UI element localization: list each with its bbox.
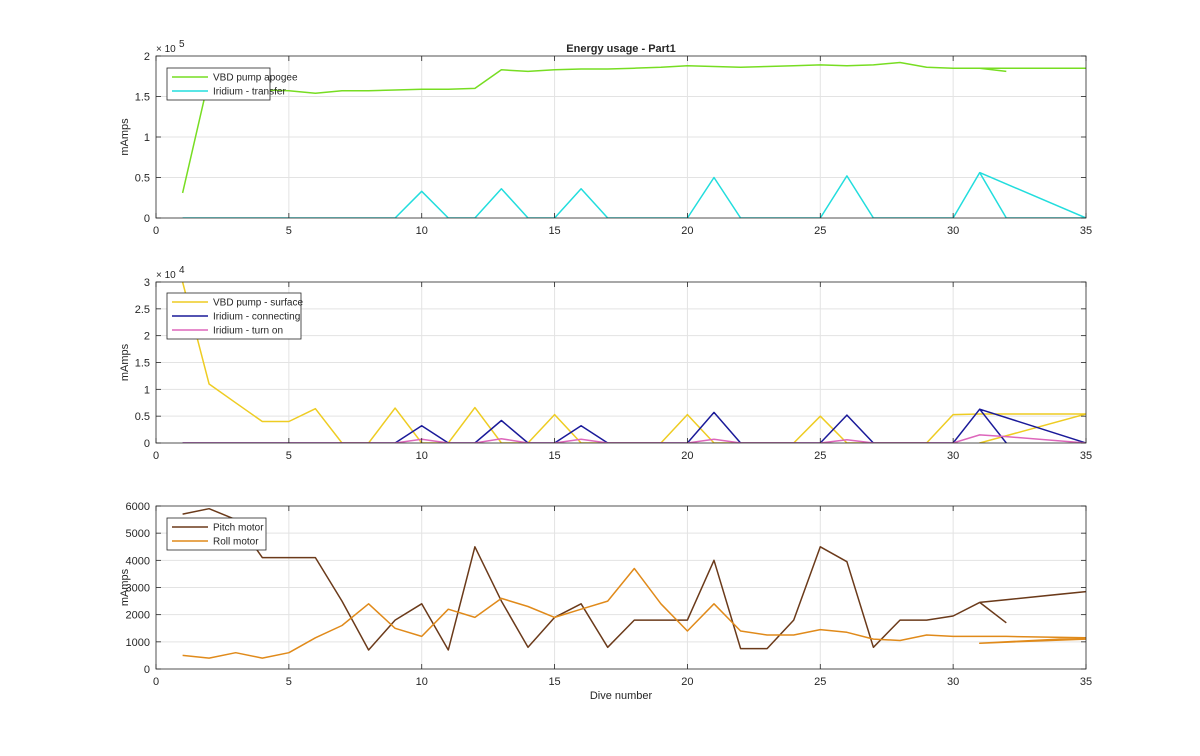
x-tick-label: 20 — [681, 676, 693, 688]
x-tick-label: 20 — [681, 225, 693, 237]
y-tick-label: 0.5 — [135, 411, 150, 423]
x-tick-label: 10 — [416, 225, 428, 237]
y-tick-label: 3 — [144, 277, 150, 289]
y-tick-label: 1 — [144, 384, 150, 396]
x-tick-label: 30 — [947, 676, 959, 688]
y-exponent-power: 4 — [179, 265, 185, 276]
series-line-2-extra — [979, 171, 1086, 218]
x-tick-label: 5 — [286, 676, 292, 688]
x-tick-label: 10 — [416, 450, 428, 462]
series-group — [181, 61, 1086, 218]
legend-label-2: Iridium - transfer — [213, 87, 286, 98]
series-group — [182, 507, 1086, 659]
y-tick-label: 2.5 — [135, 304, 150, 316]
x-tick-label: 35 — [1080, 450, 1092, 462]
y-tick-label: 5000 — [126, 528, 150, 540]
y-tick-label: 3000 — [126, 583, 150, 595]
y-tick-label: 0 — [144, 664, 150, 676]
y-tick-label: 1000 — [126, 637, 150, 649]
x-tick-label: 25 — [814, 450, 826, 462]
y-tick-label: 0 — [144, 438, 150, 450]
y-tick-label: 1.5 — [135, 92, 150, 104]
y-axis-label: mAmps — [119, 568, 131, 606]
legend-label-3: Iridium - turn on — [213, 326, 283, 337]
legend: Pitch motor Roll motor — [166, 517, 267, 551]
series-line-1 — [181, 61, 1086, 194]
x-tick-label: 15 — [548, 225, 560, 237]
x-tick-label: 5 — [286, 225, 292, 237]
legend: VBD pump - surface Iridium - connecting Ir… — [166, 292, 303, 340]
y-tick-label: 2 — [144, 51, 150, 63]
y-tick-label: 6000 — [126, 501, 150, 513]
x-tick-label: 5 — [286, 450, 292, 462]
y-tick-label: 0.5 — [135, 173, 150, 185]
series-line-1 — [181, 282, 1086, 443]
y-tick-label: 1.5 — [135, 358, 150, 370]
x-tick-label: 25 — [814, 225, 826, 237]
legend-label-2: Iridium - connecting — [213, 312, 300, 323]
x-tick-label: 30 — [947, 450, 959, 462]
y-exponent-label: × 10 — [156, 44, 176, 55]
legend-box — [166, 517, 267, 551]
y-tick-label: 2 — [144, 331, 150, 343]
legend-box — [166, 67, 271, 101]
chart-panel-3: 0 5 10 15 20 25 30 35 0 1000 2000 3000 4000 5000 6000 m… — [119, 501, 1092, 702]
x-tick-label: 15 — [548, 450, 560, 462]
x-tick-label: 30 — [947, 225, 959, 237]
x-tick-label: 35 — [1080, 676, 1092, 688]
x-tick-label: 15 — [548, 676, 560, 688]
y-exponent-power: 5 — [179, 39, 185, 50]
y-tick-label: 1 — [144, 132, 150, 144]
legend-label-1: Pitch motor — [213, 523, 264, 534]
legend-label-1: VBD pump apogee — [213, 73, 298, 84]
y-tick-label: 0 — [144, 213, 150, 225]
x-tick-label: 10 — [416, 676, 428, 688]
x-axis-label: Dive number — [590, 690, 653, 702]
series-line-1 — [182, 507, 1086, 651]
x-tick-label: 25 — [814, 676, 826, 688]
chart-title: Energy usage - Part1 — [566, 43, 675, 55]
series-group — [181, 282, 1086, 443]
legend: VBD pump apogee Iridium - transfer — [166, 67, 298, 101]
legend-label-1: VBD pump - surface — [213, 298, 303, 309]
x-tick-label: 35 — [1080, 225, 1092, 237]
y-axis-label: mAmps — [119, 343, 131, 381]
x-tick-label: 0 — [153, 450, 159, 462]
legend-label-2: Roll motor — [213, 537, 259, 548]
y-tick-label: 2000 — [126, 610, 150, 622]
y-tick-label: 4000 — [126, 555, 150, 567]
x-tick-label: 0 — [153, 225, 159, 237]
series-line-2 — [182, 567, 1086, 659]
y-exponent-label: × 10 — [156, 270, 176, 281]
chart-panel-2: 0 5 10 15 20 25 30 35 0 0.5 1 1.5 2 2.5 3 × 10 4 mAmps VBD… — [119, 265, 1092, 462]
x-tick-label: 20 — [681, 450, 693, 462]
x-tick-label: 0 — [153, 676, 159, 688]
y-axis-label: mAmps — [119, 118, 131, 156]
